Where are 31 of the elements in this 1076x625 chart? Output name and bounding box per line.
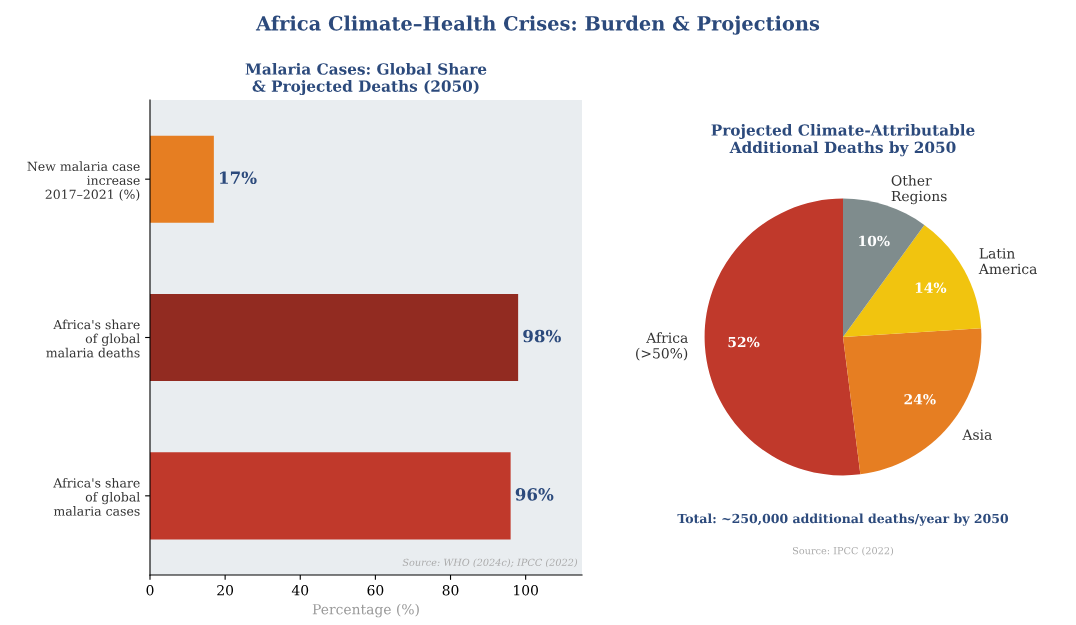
bar bbox=[150, 135, 214, 223]
x-tick-label: 0 bbox=[146, 584, 154, 596]
chart-title: Projected Climate-Attributable Additional Deaths by 2050 bbox=[711, 123, 975, 157]
annotation: Source: WHO (2024c); IPCC (2022) bbox=[402, 558, 578, 568]
slice-label: Latin America bbox=[978, 248, 1037, 275]
data-label: 98% bbox=[523, 329, 561, 343]
data-label: 24% bbox=[904, 394, 936, 405]
x-tick-label: 100 bbox=[514, 584, 538, 596]
data-label: 10% bbox=[859, 235, 890, 247]
text: Total: ~250,000 additional deaths/year by 2050 bbox=[677, 513, 1009, 526]
x-tick-label: 40 bbox=[291, 584, 309, 596]
chart-title: Malaria Cases: Global Share & Projected Deaths (2050) bbox=[245, 62, 487, 96]
slice-label: Other Regions bbox=[891, 174, 947, 205]
bar bbox=[150, 452, 511, 540]
y-tick-label: Africa's share of global malaria cases bbox=[53, 477, 140, 516]
data-label: 14% bbox=[915, 282, 947, 294]
source-note: Source: IPCC (2022) bbox=[792, 546, 894, 556]
slice-label: Africa (>50%) bbox=[636, 332, 688, 361]
data-label: 52% bbox=[728, 336, 760, 348]
x-axis-title: Percentage (%) bbox=[312, 603, 419, 618]
text: Africa Climate–Health Crises: Burden & Projections bbox=[255, 15, 820, 35]
x-tick-label: 80 bbox=[442, 584, 459, 596]
y-tick-label: Africa's share of global malaria deaths bbox=[46, 319, 140, 358]
bar bbox=[150, 293, 519, 382]
data-label: 17% bbox=[220, 171, 257, 184]
slice-label: Asia bbox=[962, 429, 992, 440]
y-tick-label: New malaria case increase 2017–2021 (%) bbox=[27, 161, 140, 201]
data-label: 96% bbox=[515, 488, 554, 501]
x-tick-label: 60 bbox=[367, 584, 384, 596]
pie-slice bbox=[704, 198, 861, 476]
x-tick-label: 20 bbox=[217, 584, 234, 596]
